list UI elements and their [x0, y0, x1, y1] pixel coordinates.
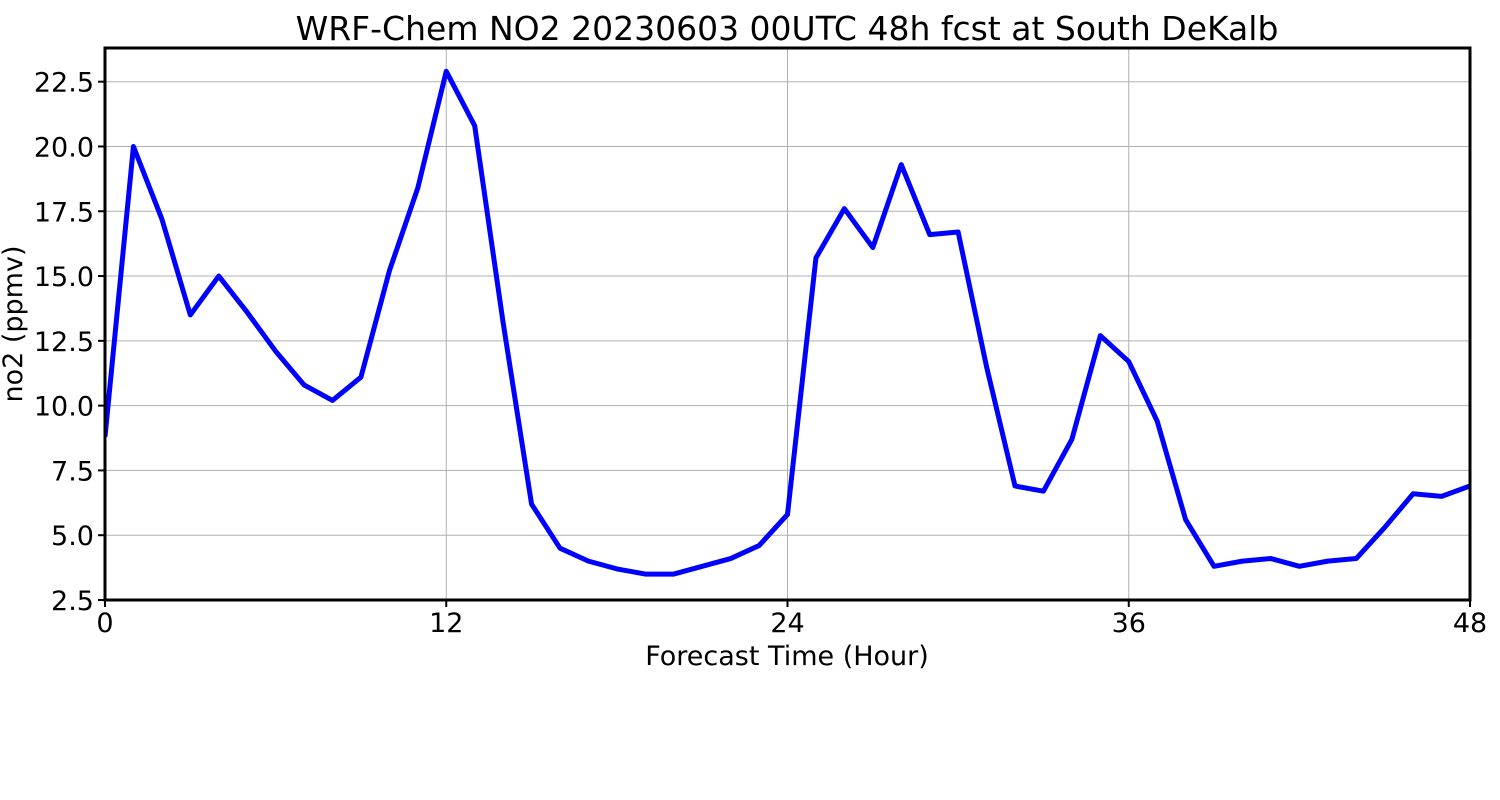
- y-tick-label: 22.5: [34, 68, 94, 99]
- y-tick-label: 5.0: [51, 521, 94, 552]
- x-tick-label: 36: [1112, 608, 1146, 639]
- x-tick-label: 12: [429, 608, 463, 639]
- y-tick-label: 12.5: [34, 327, 94, 358]
- y-tick-label: 2.5: [51, 586, 94, 617]
- y-tick-label: 15.0: [34, 262, 94, 293]
- x-tick-label: 24: [770, 608, 804, 639]
- y-tick-label: 7.5: [51, 456, 94, 487]
- chart-title: WRF-Chem NO2 20230603 00UTC 48h fcst at …: [296, 9, 1279, 48]
- no2-series-line: [105, 68, 1470, 577]
- x-tick-label: 0: [96, 608, 113, 639]
- axis-ticks: 0 12 24 36 48 2.5 5.0 7.5 10.0 12.5 15.0 17.5 20.0 22…: [34, 68, 1487, 639]
- y-tick-label: 20.0: [34, 132, 94, 163]
- x-axis-label: Forecast Time (Hour): [645, 641, 929, 672]
- x-tick-label: 48: [1453, 608, 1487, 639]
- y-tick-label: 10.0: [34, 392, 94, 423]
- plot-series: [105, 68, 1470, 577]
- y-axis-label: no2 (ppmv): [0, 245, 29, 402]
- y-tick-label: 17.5: [34, 197, 94, 228]
